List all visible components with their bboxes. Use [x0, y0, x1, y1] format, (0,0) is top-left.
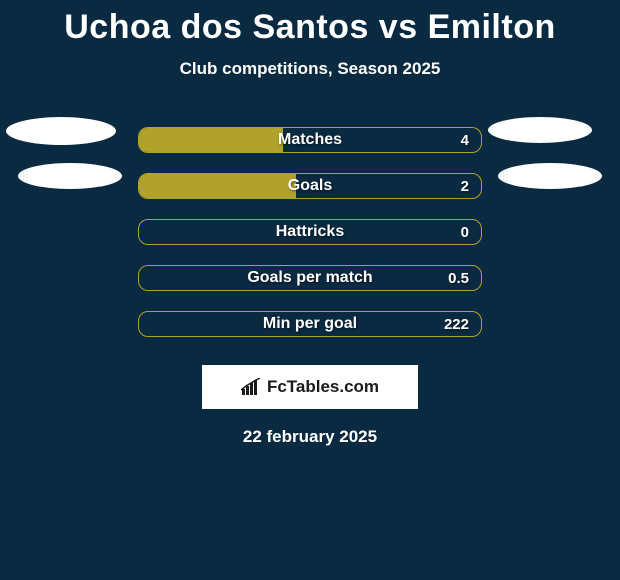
- brand-text: FcTables.com: [267, 377, 379, 397]
- bar-track: Hattricks 0: [138, 219, 482, 245]
- stat-row: Goals 2: [0, 163, 620, 209]
- bar-track: Goals 2: [138, 173, 482, 199]
- stat-row: Hattricks 0: [0, 209, 620, 255]
- stat-row: Matches 4: [0, 117, 620, 163]
- bar-value: 2: [461, 174, 469, 198]
- bar-value: 0: [461, 220, 469, 244]
- bar-label: Min per goal: [139, 312, 481, 336]
- bar-chart-icon: [241, 378, 263, 396]
- bar-value: 0.5: [448, 266, 469, 290]
- stat-row: Min per goal 222: [0, 301, 620, 347]
- stats-rows: Matches 4 Goals 2 Hattricks 0 Goals per …: [0, 117, 620, 347]
- bar-value: 4: [461, 128, 469, 152]
- bar-fill: [139, 128, 283, 152]
- bar-value: 222: [444, 312, 469, 336]
- bar-label: Goals per match: [139, 266, 481, 290]
- stat-row: Goals per match 0.5: [0, 255, 620, 301]
- subtitle: Club competitions, Season 2025: [0, 59, 620, 79]
- bar-track: Goals per match 0.5: [138, 265, 482, 291]
- bar-track: Min per goal 222: [138, 311, 482, 337]
- infographic-container: Uchoa dos Santos vs Emilton Club competi…: [0, 0, 620, 447]
- branding-badge: FcTables.com: [202, 365, 418, 409]
- bar-track: Matches 4: [138, 127, 482, 153]
- bar-label: Hattricks: [139, 220, 481, 244]
- bar-fill: [139, 174, 296, 198]
- page-title: Uchoa dos Santos vs Emilton: [0, 8, 620, 47]
- date-label: 22 february 2025: [0, 427, 620, 447]
